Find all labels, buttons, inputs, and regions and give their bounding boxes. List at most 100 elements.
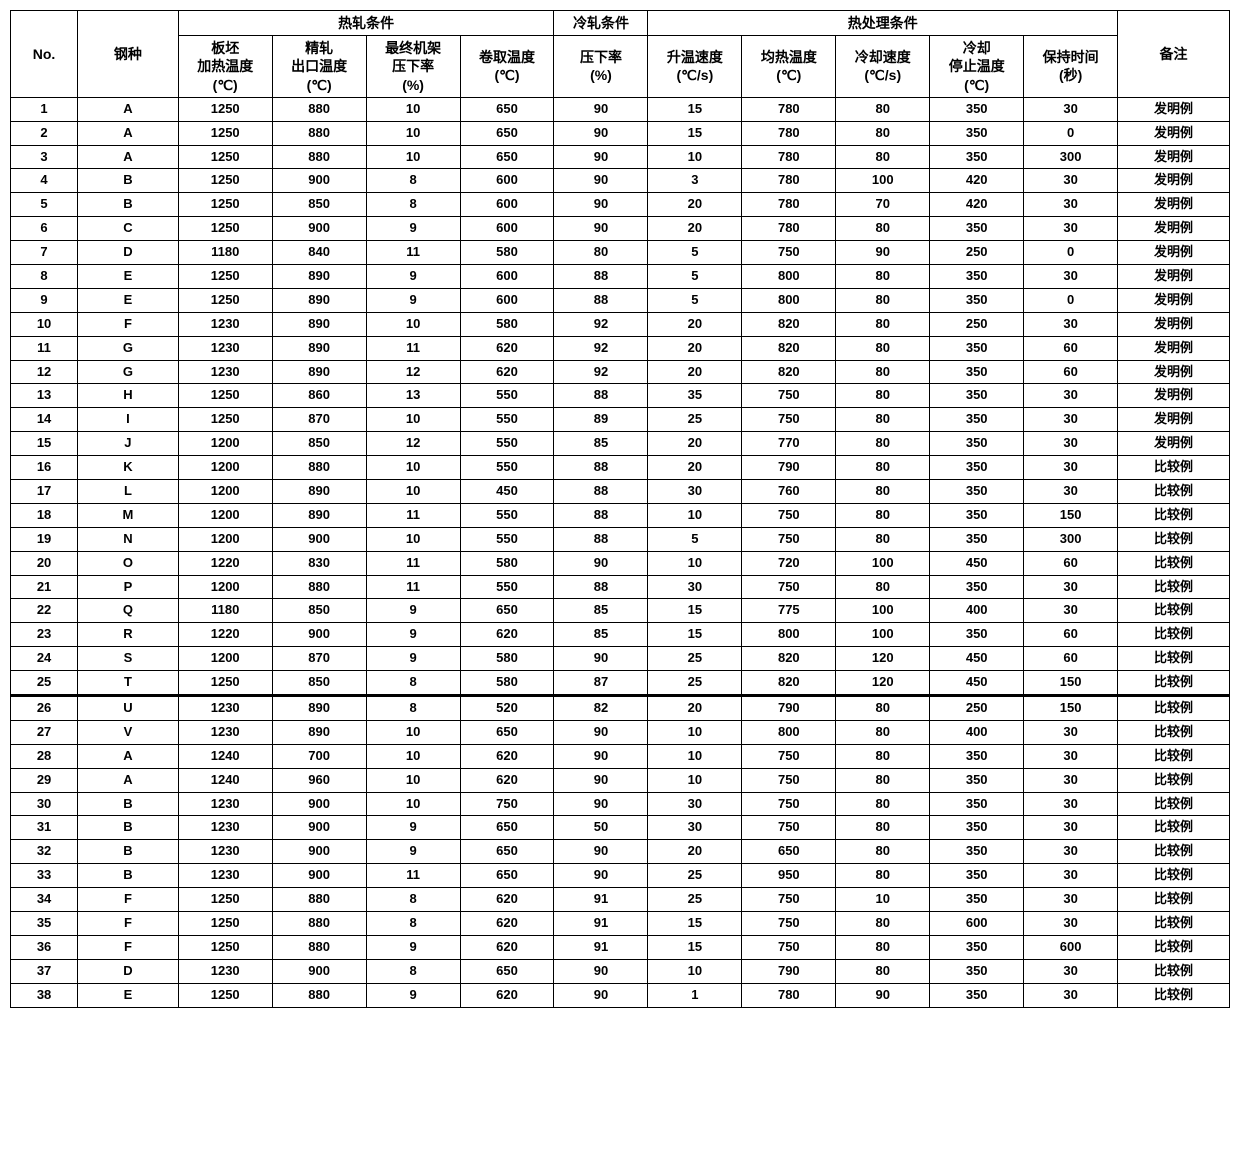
cell-value: 10 [366,792,460,816]
cell-value: 880 [272,888,366,912]
cell-value: 650 [460,959,554,983]
cell-value: 90 [554,217,648,241]
cell-value: 420 [930,169,1024,193]
cell-value: 90 [554,193,648,217]
cell-value: 850 [272,432,366,456]
cell-steel-type: B [78,840,179,864]
cell-value: 890 [272,288,366,312]
cell-value: 650 [742,840,836,864]
cell-steel-type: J [78,432,179,456]
cell-value: 30 [1024,864,1118,888]
table-row: 4B1250900860090378010042030发明例 [11,169,1230,193]
cell-steel-type: N [78,527,179,551]
header-slab-heat-temp: 板坯加热温度(℃) [178,36,272,98]
cell-steel-type: K [78,456,179,480]
cell-no: 21 [11,575,78,599]
cell-value: 20 [648,696,742,721]
cell-value: 1230 [178,720,272,744]
cell-value: 8 [366,696,460,721]
cell-value: 11 [366,864,460,888]
cell-value: 100 [836,551,930,575]
cell-value: 92 [554,312,648,336]
cell-value: 85 [554,432,648,456]
cell-value: 80 [836,720,930,744]
cell-value: 860 [272,384,366,408]
cell-value: 60 [1024,647,1118,671]
cell-value: 20 [648,456,742,480]
cell-value: 650 [460,121,554,145]
cell-value: 820 [742,336,836,360]
cell-value: 88 [554,384,648,408]
cell-value: 580 [460,647,554,671]
cell-value: 800 [742,623,836,647]
cell-value: 900 [272,217,366,241]
cell-value: 1230 [178,864,272,888]
table-row: 23R12209009620851580010035060比较例 [11,623,1230,647]
cell-value: 9 [366,264,460,288]
cell-value: 1240 [178,768,272,792]
cell-value: 1250 [178,145,272,169]
cell-value: 350 [930,480,1024,504]
cell-value: 80 [836,503,930,527]
cell-value: 400 [930,720,1024,744]
cell-value: 30 [1024,432,1118,456]
cell-note: 比较例 [1118,983,1230,1007]
cell-value: 80 [836,264,930,288]
cell-value: 25 [648,408,742,432]
cell-value: 15 [648,599,742,623]
cell-value: 890 [272,480,366,504]
cell-note: 比较例 [1118,935,1230,959]
cell-value: 12 [366,360,460,384]
cell-value: 80 [836,312,930,336]
cell-value: 350 [930,959,1024,983]
cell-value: 750 [742,888,836,912]
table-row: 27V12308901065090108008040030比较例 [11,720,1230,744]
cell-value: 350 [930,935,1024,959]
cell-no: 28 [11,744,78,768]
cell-steel-type: B [78,864,179,888]
cell-value: 880 [272,575,366,599]
cell-value: 450 [930,647,1024,671]
cell-value: 620 [460,744,554,768]
cell-value: 550 [460,432,554,456]
cell-value: 350 [930,456,1024,480]
table-row: 21P12008801155088307508035030比较例 [11,575,1230,599]
cell-value: 88 [554,503,648,527]
cell-value: 10 [648,959,742,983]
cell-value: 50 [554,816,648,840]
cell-steel-type: M [78,503,179,527]
cell-value: 600 [460,193,554,217]
cell-value: 600 [1024,935,1118,959]
cell-value: 1230 [178,840,272,864]
cell-value: 790 [742,456,836,480]
cell-value: 120 [836,647,930,671]
header-cool-rate: 冷却速度(℃/s) [836,36,930,98]
cell-value: 90 [554,864,648,888]
cell-value: 15 [648,121,742,145]
cell-value: 30 [1024,169,1118,193]
cell-value: 820 [742,671,836,696]
cell-steel-type: A [78,97,179,121]
cell-value: 350 [930,264,1024,288]
cell-value: 30 [1024,193,1118,217]
cell-value: 250 [930,241,1024,265]
table-row: 31B1230900965050307508035030比较例 [11,816,1230,840]
cell-value: 20 [648,840,742,864]
cell-steel-type: H [78,384,179,408]
header-heating-rate: 升温速度(℃/s) [648,36,742,98]
cell-value: 350 [930,408,1024,432]
cell-value: 650 [460,145,554,169]
cell-value: 10 [366,768,460,792]
cell-value: 1230 [178,696,272,721]
cell-note: 比较例 [1118,792,1230,816]
cell-value: 350 [930,840,1024,864]
cell-value: 960 [272,768,366,792]
cell-no: 23 [11,623,78,647]
cell-value: 15 [648,912,742,936]
cell-value: 30 [1024,720,1118,744]
cell-value: 30 [648,480,742,504]
table-row: 12G12308901262092208208035060发明例 [11,360,1230,384]
cell-value: 700 [272,744,366,768]
cell-steel-type: T [78,671,179,696]
cell-value: 890 [272,503,366,527]
